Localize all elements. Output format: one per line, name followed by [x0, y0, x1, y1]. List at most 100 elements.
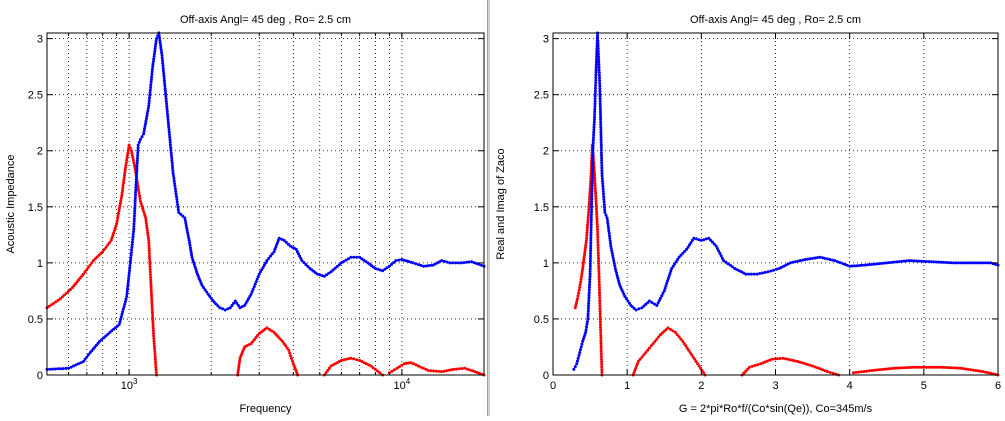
data-point	[693, 357, 697, 361]
data-point	[880, 368, 884, 371]
data-point	[954, 366, 958, 370]
data-point	[475, 371, 479, 374]
data-point	[165, 104, 169, 108]
data-point	[585, 233, 589, 237]
data-point	[358, 358, 362, 362]
data-point	[895, 260, 899, 264]
data-point	[186, 234, 190, 237]
data-point	[677, 335, 681, 339]
data-point	[609, 247, 613, 250]
data-point	[593, 91, 597, 95]
data-point	[589, 244, 593, 248]
data-point	[761, 271, 764, 275]
data-point	[711, 240, 714, 244]
data-point	[402, 258, 406, 262]
data-point	[900, 259, 904, 263]
data-point	[961, 261, 965, 265]
data-point	[598, 307, 602, 311]
data-point	[597, 71, 601, 75]
data-point	[597, 55, 601, 59]
data-point	[135, 167, 139, 171]
data-point	[840, 261, 844, 265]
data-point	[284, 240, 288, 244]
data-point	[657, 299, 661, 303]
data-point	[162, 79, 166, 83]
data-point	[137, 140, 141, 144]
data-point	[885, 261, 889, 265]
data-point	[577, 291, 581, 295]
data-point	[134, 177, 138, 181]
data-point	[465, 367, 469, 371]
data-point	[134, 185, 138, 189]
data-point	[781, 356, 785, 360]
data-point	[580, 272, 584, 276]
data-point	[586, 312, 590, 316]
data-point	[598, 315, 602, 319]
data-point	[467, 260, 471, 264]
data-point	[148, 257, 152, 261]
data-point	[919, 365, 923, 369]
data-point	[599, 128, 603, 132]
data-point	[104, 334, 108, 338]
data-point	[236, 371, 240, 375]
data-point	[590, 210, 593, 214]
data-point	[149, 275, 153, 279]
data-point	[141, 209, 145, 213]
data-point	[151, 329, 155, 333]
data-point	[422, 264, 425, 268]
data-point	[226, 307, 230, 311]
data-point	[581, 339, 585, 343]
data-point	[123, 168, 127, 172]
data-point	[589, 238, 593, 242]
y-tick-label: 0.5	[534, 314, 549, 326]
data-point	[606, 221, 610, 225]
data-point	[183, 216, 187, 220]
data-point	[153, 357, 157, 361]
data-point	[135, 172, 139, 176]
data-point	[598, 84, 602, 88]
data-point	[981, 261, 985, 265]
data-point	[165, 110, 169, 113]
data-point	[145, 112, 149, 115]
data-point	[174, 190, 178, 193]
data-point	[593, 105, 597, 108]
data-point	[175, 195, 178, 199]
data-point	[599, 120, 603, 124]
data-point	[176, 208, 180, 212]
data-point	[123, 302, 127, 306]
data-point	[152, 336, 156, 340]
data-point	[429, 369, 433, 373]
data-point	[594, 191, 598, 195]
data-point	[143, 127, 146, 131]
data-point	[135, 164, 139, 168]
data-point	[806, 363, 810, 366]
data-point	[331, 268, 335, 272]
data-point	[475, 262, 478, 265]
data-point	[769, 269, 773, 273]
data-point	[752, 272, 756, 276]
data-point	[600, 153, 603, 157]
data-point	[989, 371, 993, 375]
data-point	[116, 217, 120, 220]
data-point	[593, 94, 597, 98]
data-point	[601, 190, 605, 193]
data-point	[608, 239, 612, 243]
data-point	[154, 365, 158, 369]
data-point	[607, 231, 611, 235]
data-point	[615, 271, 619, 275]
data-point	[587, 301, 591, 305]
data-point	[591, 151, 595, 155]
data-point	[586, 309, 590, 313]
data-point	[163, 84, 167, 88]
y-tick-label: 1	[37, 258, 43, 270]
data-point	[586, 314, 590, 318]
data-point	[691, 355, 695, 359]
data-point	[662, 289, 666, 293]
data-point	[352, 357, 356, 361]
data-point	[877, 262, 881, 266]
data-point	[480, 263, 483, 267]
data-point	[50, 303, 53, 307]
data-point	[158, 39, 162, 42]
data-point	[329, 270, 333, 274]
data-point	[147, 249, 151, 253]
